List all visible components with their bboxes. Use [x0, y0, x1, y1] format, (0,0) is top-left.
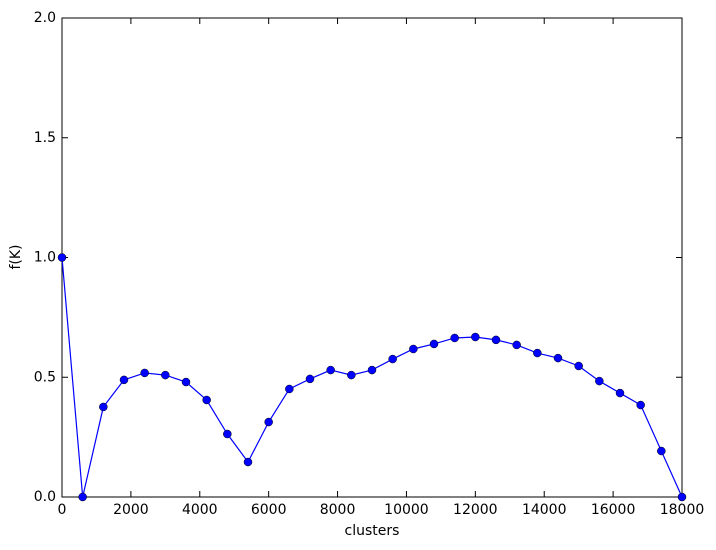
data-point — [574, 361, 583, 371]
data-point — [243, 457, 253, 467]
x-tick-label: 18000 — [660, 502, 705, 518]
x-tick-label: 14000 — [522, 502, 567, 518]
data-point — [657, 446, 666, 456]
data-point — [99, 402, 108, 412]
data-point — [388, 354, 397, 364]
x-tick-label: 10000 — [384, 502, 429, 518]
x-tick-label: 12000 — [453, 502, 498, 518]
data-point — [491, 335, 501, 345]
x-tick-label: 16000 — [591, 502, 636, 518]
data-line — [61, 257, 683, 498]
data-point — [161, 370, 170, 380]
data-point — [119, 375, 129, 385]
x-tick-label: 6000 — [251, 502, 287, 518]
y-tick-label: 0.5 — [34, 369, 56, 385]
data-point — [78, 492, 87, 502]
data-point — [471, 332, 480, 342]
data-point — [264, 417, 273, 427]
data-point — [57, 253, 67, 262]
data-point — [533, 348, 542, 358]
x-axis-label: clusters — [345, 523, 400, 539]
x-tick-label: 0 — [58, 502, 67, 518]
data-point — [223, 429, 232, 439]
y-axis-label: f(K) — [8, 244, 24, 269]
y-tick-label: 0.0 — [34, 489, 56, 505]
data-point — [347, 370, 356, 380]
data-point — [181, 377, 191, 387]
data-point — [367, 365, 377, 375]
data-point — [326, 365, 335, 375]
data-point — [450, 333, 459, 343]
x-tick-label: 2000 — [113, 502, 149, 518]
data-point — [553, 353, 563, 363]
data-point — [512, 340, 521, 350]
data-point — [305, 374, 315, 384]
data-point — [429, 339, 439, 349]
data-point — [636, 400, 645, 410]
y-tick-label: 2.0 — [34, 10, 56, 26]
data-point — [615, 388, 625, 398]
y-tick-label: 1.0 — [34, 250, 56, 266]
plot-frame — [61, 17, 683, 498]
data-point — [595, 376, 604, 386]
data-point — [202, 395, 211, 405]
y-tick-label: 1.5 — [34, 130, 56, 146]
data-point — [677, 492, 687, 502]
data-point — [140, 368, 149, 378]
x-tick-label: 8000 — [320, 502, 356, 518]
data-point — [409, 344, 418, 354]
data-point — [285, 384, 294, 394]
x-tick-label: 4000 — [182, 502, 218, 518]
